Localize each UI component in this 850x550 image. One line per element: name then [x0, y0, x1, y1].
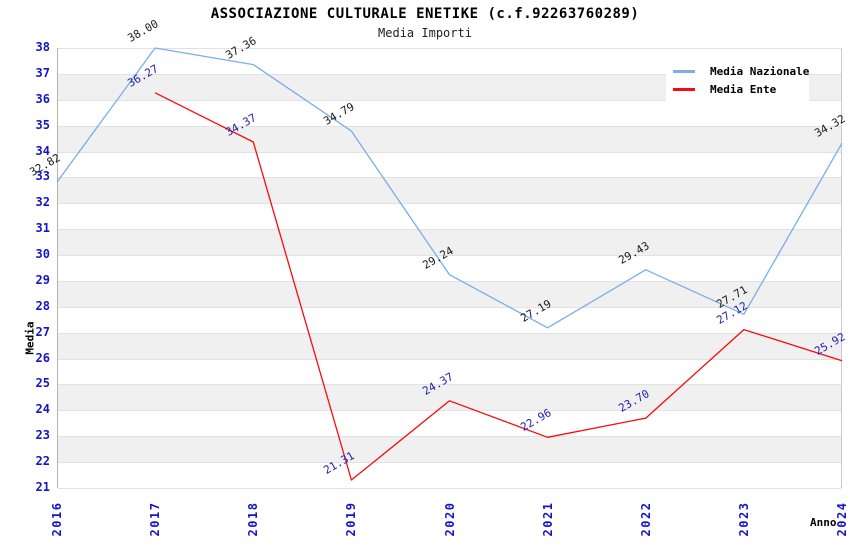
plot-band [58, 125, 841, 152]
plot-band [58, 384, 841, 411]
legend-swatch [673, 87, 695, 91]
y-tick-label: 29 [35, 272, 50, 287]
gridline [58, 177, 841, 179]
x-tick-label: 2021 [540, 501, 555, 537]
legend-swatch [673, 69, 695, 73]
y-tick-label: 33 [35, 169, 50, 184]
x-tick-label: 2019 [344, 501, 359, 537]
gridline [58, 462, 841, 464]
y-tick-label: 36 [35, 91, 50, 106]
y-tick-label: 21 [35, 480, 50, 494]
plot-band [58, 203, 841, 230]
plot-band [58, 462, 841, 488]
legend-item: Media Nazionale [666, 62, 809, 80]
legend-label: Media Ente [710, 82, 777, 96]
x-tick-label: 2020 [442, 501, 457, 537]
y-tick-label: 26 [35, 350, 50, 365]
gridline [58, 48, 841, 49]
x-tick-label: 2024 [835, 501, 849, 537]
gridline [58, 332, 841, 334]
gridline [58, 410, 841, 412]
gridline [58, 229, 841, 231]
x-tick-label: 2018 [246, 501, 261, 537]
y-tick-label: 25 [35, 376, 50, 391]
gridline [58, 125, 841, 127]
gridline [58, 488, 841, 489]
plot-band [58, 255, 841, 281]
legend-label: Media Nazionale [710, 64, 810, 78]
x-axis-title: Anno [810, 516, 837, 529]
plot-band [58, 332, 841, 359]
legend-item: Media Ente [666, 80, 809, 98]
plot-band [58, 410, 841, 437]
gridline [58, 280, 841, 282]
y-tick-label: 32 [35, 195, 50, 210]
y-tick-label: 30 [35, 247, 50, 262]
gridline [58, 358, 841, 360]
plot-band [58, 177, 841, 204]
x-tick-label: 2017 [148, 501, 163, 537]
y-tick-label: 34 [35, 143, 50, 158]
gridline [58, 151, 841, 153]
gridline [58, 436, 841, 438]
y-tick-label: 27 [35, 324, 50, 339]
gridline [58, 203, 841, 205]
chart-subtitle: Media Importi [378, 26, 472, 40]
y-tick-label: 23 [35, 428, 50, 443]
legend: Media Nazionale Media Ente [666, 57, 809, 103]
plot-band [58, 99, 841, 126]
plot-band [58, 151, 841, 178]
y-tick-label: 28 [35, 298, 50, 313]
chart-title: ASSOCIAZIONE CULTURALE ENETIKE (c.f.9226… [210, 6, 640, 22]
x-tick-label: 2016 [50, 501, 64, 537]
y-tick-label: 35 [35, 117, 50, 132]
y-tick-label: 31 [35, 221, 50, 236]
y-tick-label: 38 [35, 40, 50, 54]
x-tick-label: 2022 [638, 501, 653, 537]
y-tick-label: 37 [35, 65, 50, 80]
plot-band [58, 436, 841, 463]
plot-area [57, 48, 842, 489]
x-tick-label: 2023 [736, 501, 751, 537]
y-tick-label: 24 [35, 402, 50, 417]
y-tick-label: 22 [35, 454, 50, 469]
